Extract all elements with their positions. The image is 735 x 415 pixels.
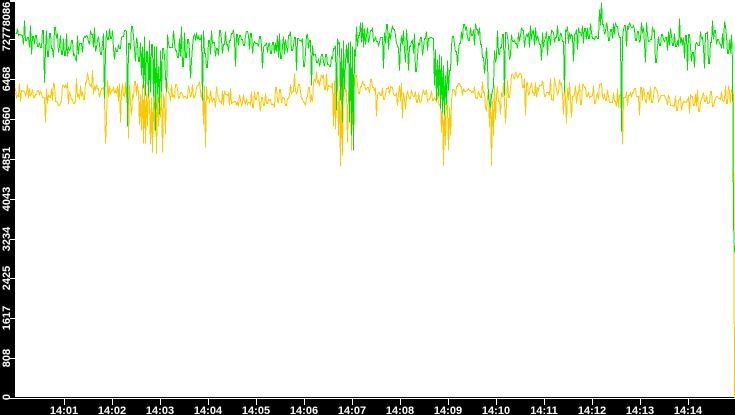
svg-text:14:03: 14:03 (146, 405, 174, 415)
svg-text:2425: 2425 (1, 266, 13, 290)
svg-text:14:09: 14:09 (434, 405, 462, 415)
svg-text:3234: 3234 (1, 226, 13, 251)
svg-text:14:11: 14:11 (530, 405, 558, 415)
svg-text:14:10: 14:10 (482, 405, 510, 415)
svg-text:808: 808 (1, 349, 13, 367)
svg-text:14:07: 14:07 (338, 405, 366, 415)
svg-text:14:04: 14:04 (194, 405, 223, 415)
svg-text:14:02: 14:02 (98, 405, 126, 415)
svg-text:6468: 6468 (1, 67, 13, 91)
svg-text:14:12: 14:12 (578, 405, 606, 415)
svg-text:0: 0 (1, 394, 13, 400)
svg-text:4851: 4851 (1, 147, 13, 171)
svg-text:14:08: 14:08 (386, 405, 414, 415)
svg-text:14:06: 14:06 (290, 405, 318, 415)
svg-text:4043: 4043 (1, 187, 13, 211)
svg-text:14:01: 14:01 (50, 405, 78, 415)
svg-text:14:05: 14:05 (242, 405, 270, 415)
svg-text:8086: 8086 (1, 2, 13, 26)
svg-text:7277: 7277 (1, 27, 13, 51)
svg-text:1617: 1617 (1, 306, 13, 330)
svg-text:14:13: 14:13 (626, 405, 654, 415)
svg-text:5660: 5660 (1, 107, 13, 131)
svg-text:14:14: 14:14 (674, 405, 703, 415)
